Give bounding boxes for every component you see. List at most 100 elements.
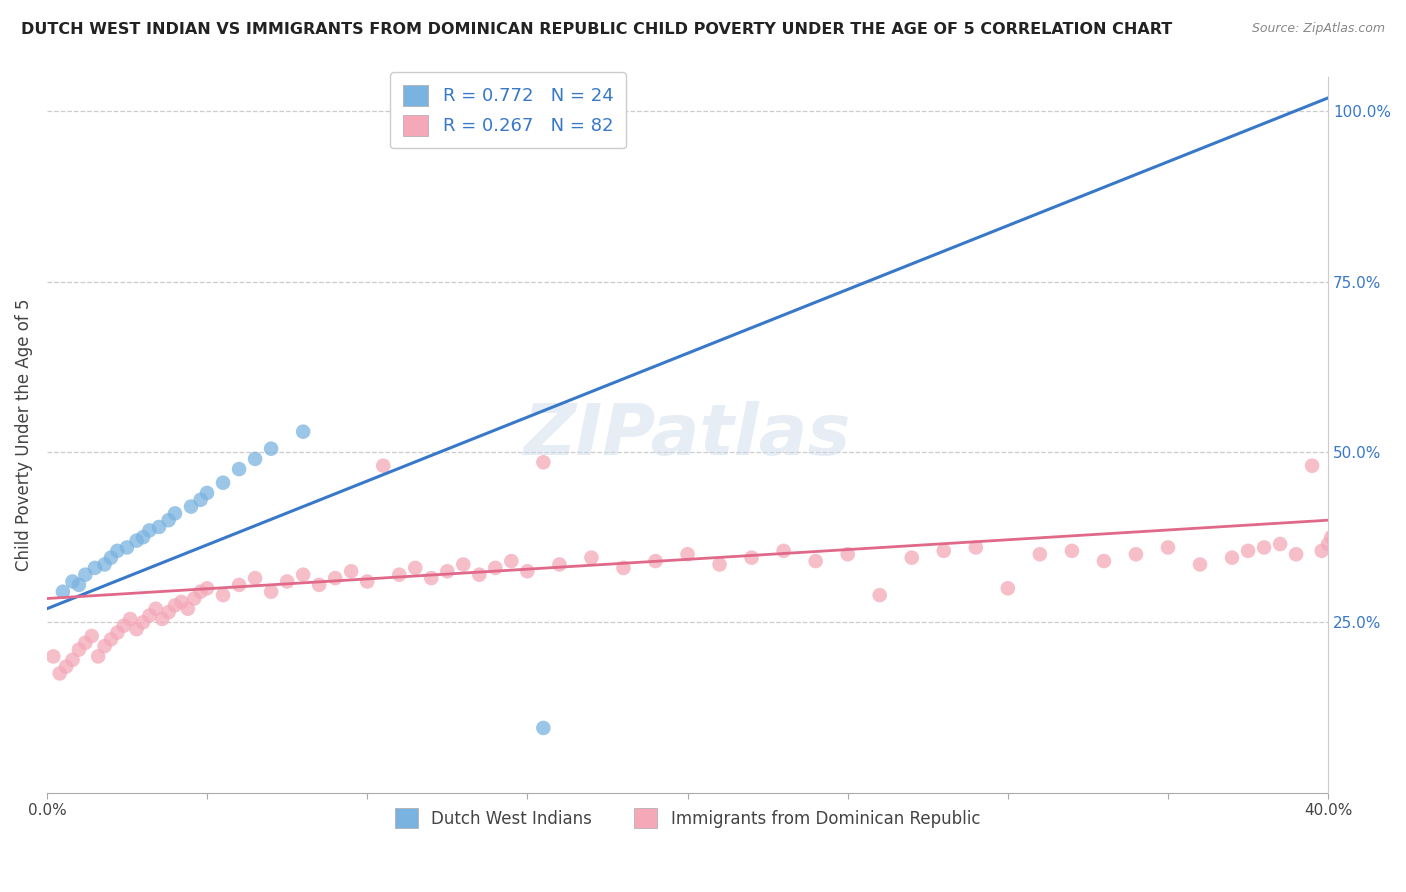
Text: Source: ZipAtlas.com: Source: ZipAtlas.com	[1251, 22, 1385, 36]
Point	[932, 544, 955, 558]
Point	[228, 462, 250, 476]
Point	[340, 564, 363, 578]
Point	[997, 582, 1019, 596]
Point	[323, 571, 346, 585]
Point	[1323, 526, 1346, 541]
Point	[105, 544, 128, 558]
Point	[55, 659, 77, 673]
Point	[260, 442, 283, 456]
Point	[132, 530, 155, 544]
Point	[1326, 541, 1348, 555]
Point	[1092, 554, 1115, 568]
Point	[1333, 526, 1355, 541]
Point	[276, 574, 298, 589]
Point	[1330, 533, 1353, 548]
Point	[138, 608, 160, 623]
Point	[243, 451, 266, 466]
Point	[180, 500, 202, 514]
Point	[453, 558, 475, 572]
Point	[62, 574, 84, 589]
Point	[87, 649, 110, 664]
Point	[531, 721, 554, 735]
Point	[157, 513, 180, 527]
Point	[138, 524, 160, 538]
Point	[112, 619, 135, 633]
Point	[709, 558, 731, 572]
Point	[62, 653, 84, 667]
Point	[388, 567, 411, 582]
Point	[150, 612, 173, 626]
Point	[195, 486, 218, 500]
Point	[125, 533, 148, 548]
Point	[148, 520, 170, 534]
Point	[84, 561, 107, 575]
Point	[52, 584, 75, 599]
Point	[115, 541, 138, 555]
Point	[292, 425, 315, 439]
Point	[1125, 547, 1147, 561]
Point	[644, 554, 666, 568]
Point	[1336, 537, 1358, 551]
Point	[612, 561, 634, 575]
Point	[80, 629, 103, 643]
Point	[212, 588, 235, 602]
Point	[1285, 547, 1308, 561]
Point	[105, 625, 128, 640]
Point	[501, 554, 523, 568]
Point	[145, 601, 167, 615]
Point	[75, 567, 97, 582]
Point	[132, 615, 155, 630]
Point	[177, 601, 200, 615]
Point	[93, 558, 115, 572]
Point	[1029, 547, 1052, 561]
Point	[67, 642, 90, 657]
Point	[741, 550, 763, 565]
Point	[420, 571, 443, 585]
Point	[163, 599, 186, 613]
Point	[163, 507, 186, 521]
Point	[436, 564, 458, 578]
Point	[804, 554, 827, 568]
Point	[869, 588, 891, 602]
Point	[531, 455, 554, 469]
Point	[120, 612, 142, 626]
Point	[125, 622, 148, 636]
Point	[548, 558, 571, 572]
Point	[404, 561, 426, 575]
Point	[373, 458, 395, 473]
Point	[228, 578, 250, 592]
Point	[48, 666, 70, 681]
Point	[837, 547, 859, 561]
Point	[67, 578, 90, 592]
Point	[195, 582, 218, 596]
Point	[100, 632, 122, 647]
Point	[190, 492, 212, 507]
Point	[183, 591, 205, 606]
Point	[581, 550, 603, 565]
Legend: Dutch West Indians, Immigrants from Dominican Republic: Dutch West Indians, Immigrants from Domi…	[388, 802, 987, 834]
Point	[1237, 544, 1260, 558]
Point	[1060, 544, 1083, 558]
Point	[157, 605, 180, 619]
Point	[900, 550, 922, 565]
Point	[100, 550, 122, 565]
Point	[1320, 530, 1343, 544]
Point	[170, 595, 193, 609]
Text: DUTCH WEST INDIAN VS IMMIGRANTS FROM DOMINICAN REPUBLIC CHILD POVERTY UNDER THE : DUTCH WEST INDIAN VS IMMIGRANTS FROM DOM…	[21, 22, 1173, 37]
Point	[356, 574, 378, 589]
Point	[516, 564, 538, 578]
Point	[190, 584, 212, 599]
Point	[308, 578, 330, 592]
Point	[1301, 458, 1323, 473]
Point	[1157, 541, 1180, 555]
Point	[292, 567, 315, 582]
Point	[772, 544, 794, 558]
Point	[212, 475, 235, 490]
Point	[1340, 530, 1362, 544]
Point	[468, 567, 491, 582]
Point	[1317, 537, 1340, 551]
Point	[1188, 558, 1211, 572]
Point	[243, 571, 266, 585]
Point	[965, 541, 987, 555]
Point	[1268, 537, 1291, 551]
